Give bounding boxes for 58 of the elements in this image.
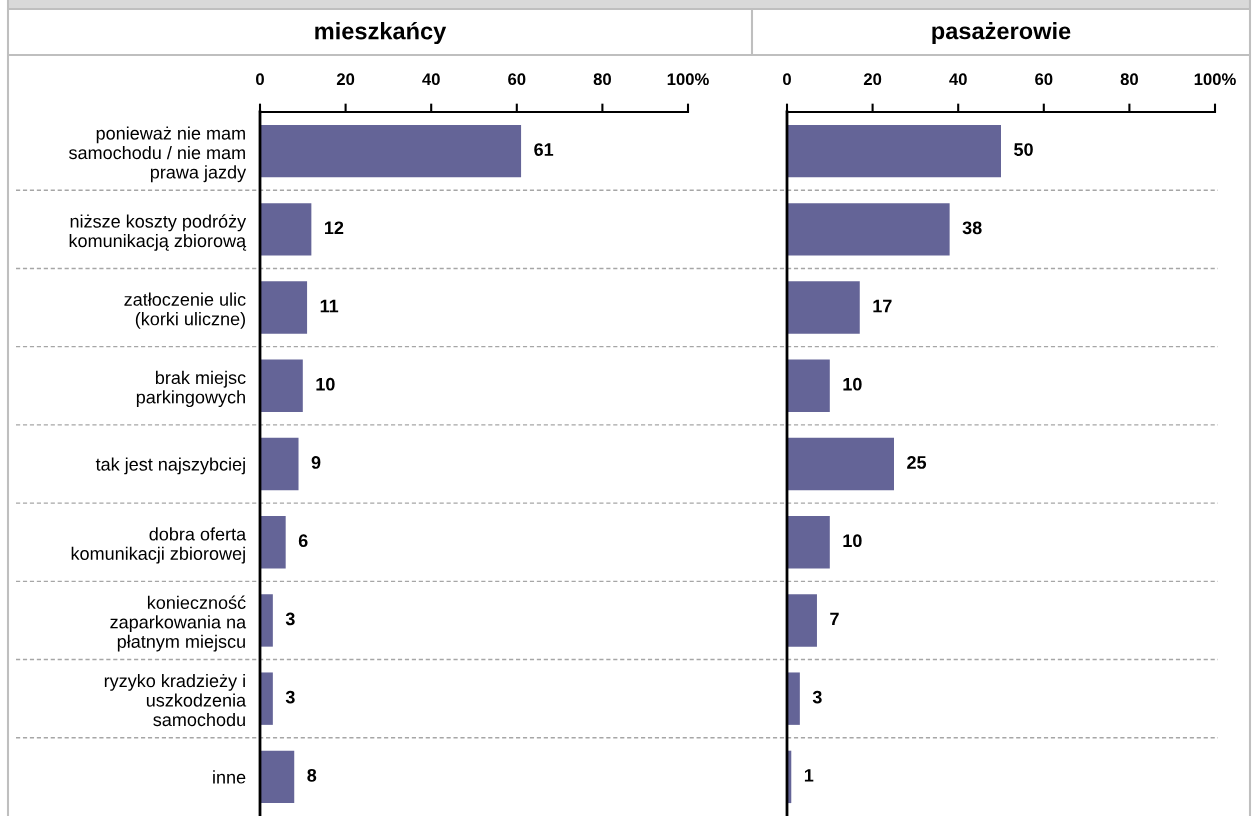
y-tick-label: inne bbox=[213, 770, 246, 784]
data-label: 3 bbox=[285, 690, 295, 704]
y-tick-label: ryzyko kradzieży i uszkodzenia samochodu bbox=[104, 673, 247, 727]
bar bbox=[787, 124, 1001, 178]
data-label: 1 bbox=[804, 769, 814, 782]
data-label: 17 bbox=[873, 299, 892, 313]
data-label: 10 bbox=[316, 377, 335, 391]
x-tick-label: 20 bbox=[863, 73, 882, 86]
data-label: 38 bbox=[962, 221, 982, 235]
bar bbox=[260, 437, 299, 491]
x-tick-label: 80 bbox=[593, 73, 611, 86]
data-label: 11 bbox=[320, 299, 339, 313]
y-tick-label: ponieważ nie mam samochodu / nie mam prawa jazdy bbox=[69, 126, 247, 183]
bar bbox=[787, 203, 950, 256]
data-label: 10 bbox=[843, 534, 862, 548]
chart-title: pasażerowie bbox=[932, 22, 1071, 44]
x-tick-label: 80 bbox=[1120, 73, 1138, 86]
bar bbox=[260, 281, 308, 334]
y-tick-label: tak jest najszybciej bbox=[95, 457, 245, 475]
y-tick-label: zatłoczenie ulic (korki uliczne) bbox=[124, 292, 246, 329]
bar bbox=[260, 516, 286, 569]
data-label: 9 bbox=[311, 456, 321, 469]
bar bbox=[260, 124, 522, 178]
data-label: 3 bbox=[812, 690, 822, 704]
data-label: 10 bbox=[843, 377, 862, 391]
x-tick-label: 100% bbox=[1194, 73, 1236, 86]
x-tick-label: 40 bbox=[422, 73, 440, 86]
bar bbox=[787, 672, 800, 725]
x-tick-label: 100% bbox=[667, 73, 709, 86]
y-tick-label: konieczność zaparkowania na płatnym miejscu bbox=[110, 595, 247, 652]
x-tick-label: 40 bbox=[949, 73, 967, 86]
data-label: 7 bbox=[830, 612, 839, 626]
x-tick-label: 0 bbox=[783, 73, 791, 86]
bar bbox=[787, 437, 894, 491]
x-tick-label: 60 bbox=[1035, 73, 1053, 86]
data-label: 8 bbox=[307, 768, 317, 782]
x-tick-label: 60 bbox=[508, 73, 526, 86]
data-label: 6 bbox=[298, 534, 308, 548]
data-label: 50 bbox=[1014, 143, 1033, 156]
bar bbox=[787, 594, 817, 647]
bar bbox=[260, 672, 273, 725]
x-tick-label: 20 bbox=[336, 73, 355, 86]
bar bbox=[787, 281, 860, 334]
y-tick-label: brak miejsc parkingowych bbox=[136, 370, 246, 408]
bar bbox=[260, 594, 273, 647]
x-tick-label: 0 bbox=[256, 73, 264, 86]
y-tick-label: dobra oferta komunikacji zbiorowej bbox=[71, 527, 247, 564]
y-tick-label: niższe koszty podróży komunikacją zbiorową bbox=[69, 214, 247, 251]
chart-title: mieszkańcy bbox=[315, 21, 447, 45]
bar bbox=[260, 359, 303, 412]
data-label: 25 bbox=[907, 456, 927, 469]
bar bbox=[787, 516, 830, 569]
data-label: 12 bbox=[325, 221, 344, 234]
bar bbox=[787, 359, 830, 412]
data-label: 3 bbox=[285, 612, 295, 626]
data-label: 61 bbox=[534, 143, 554, 156]
bar bbox=[260, 203, 312, 256]
bar bbox=[260, 750, 295, 804]
